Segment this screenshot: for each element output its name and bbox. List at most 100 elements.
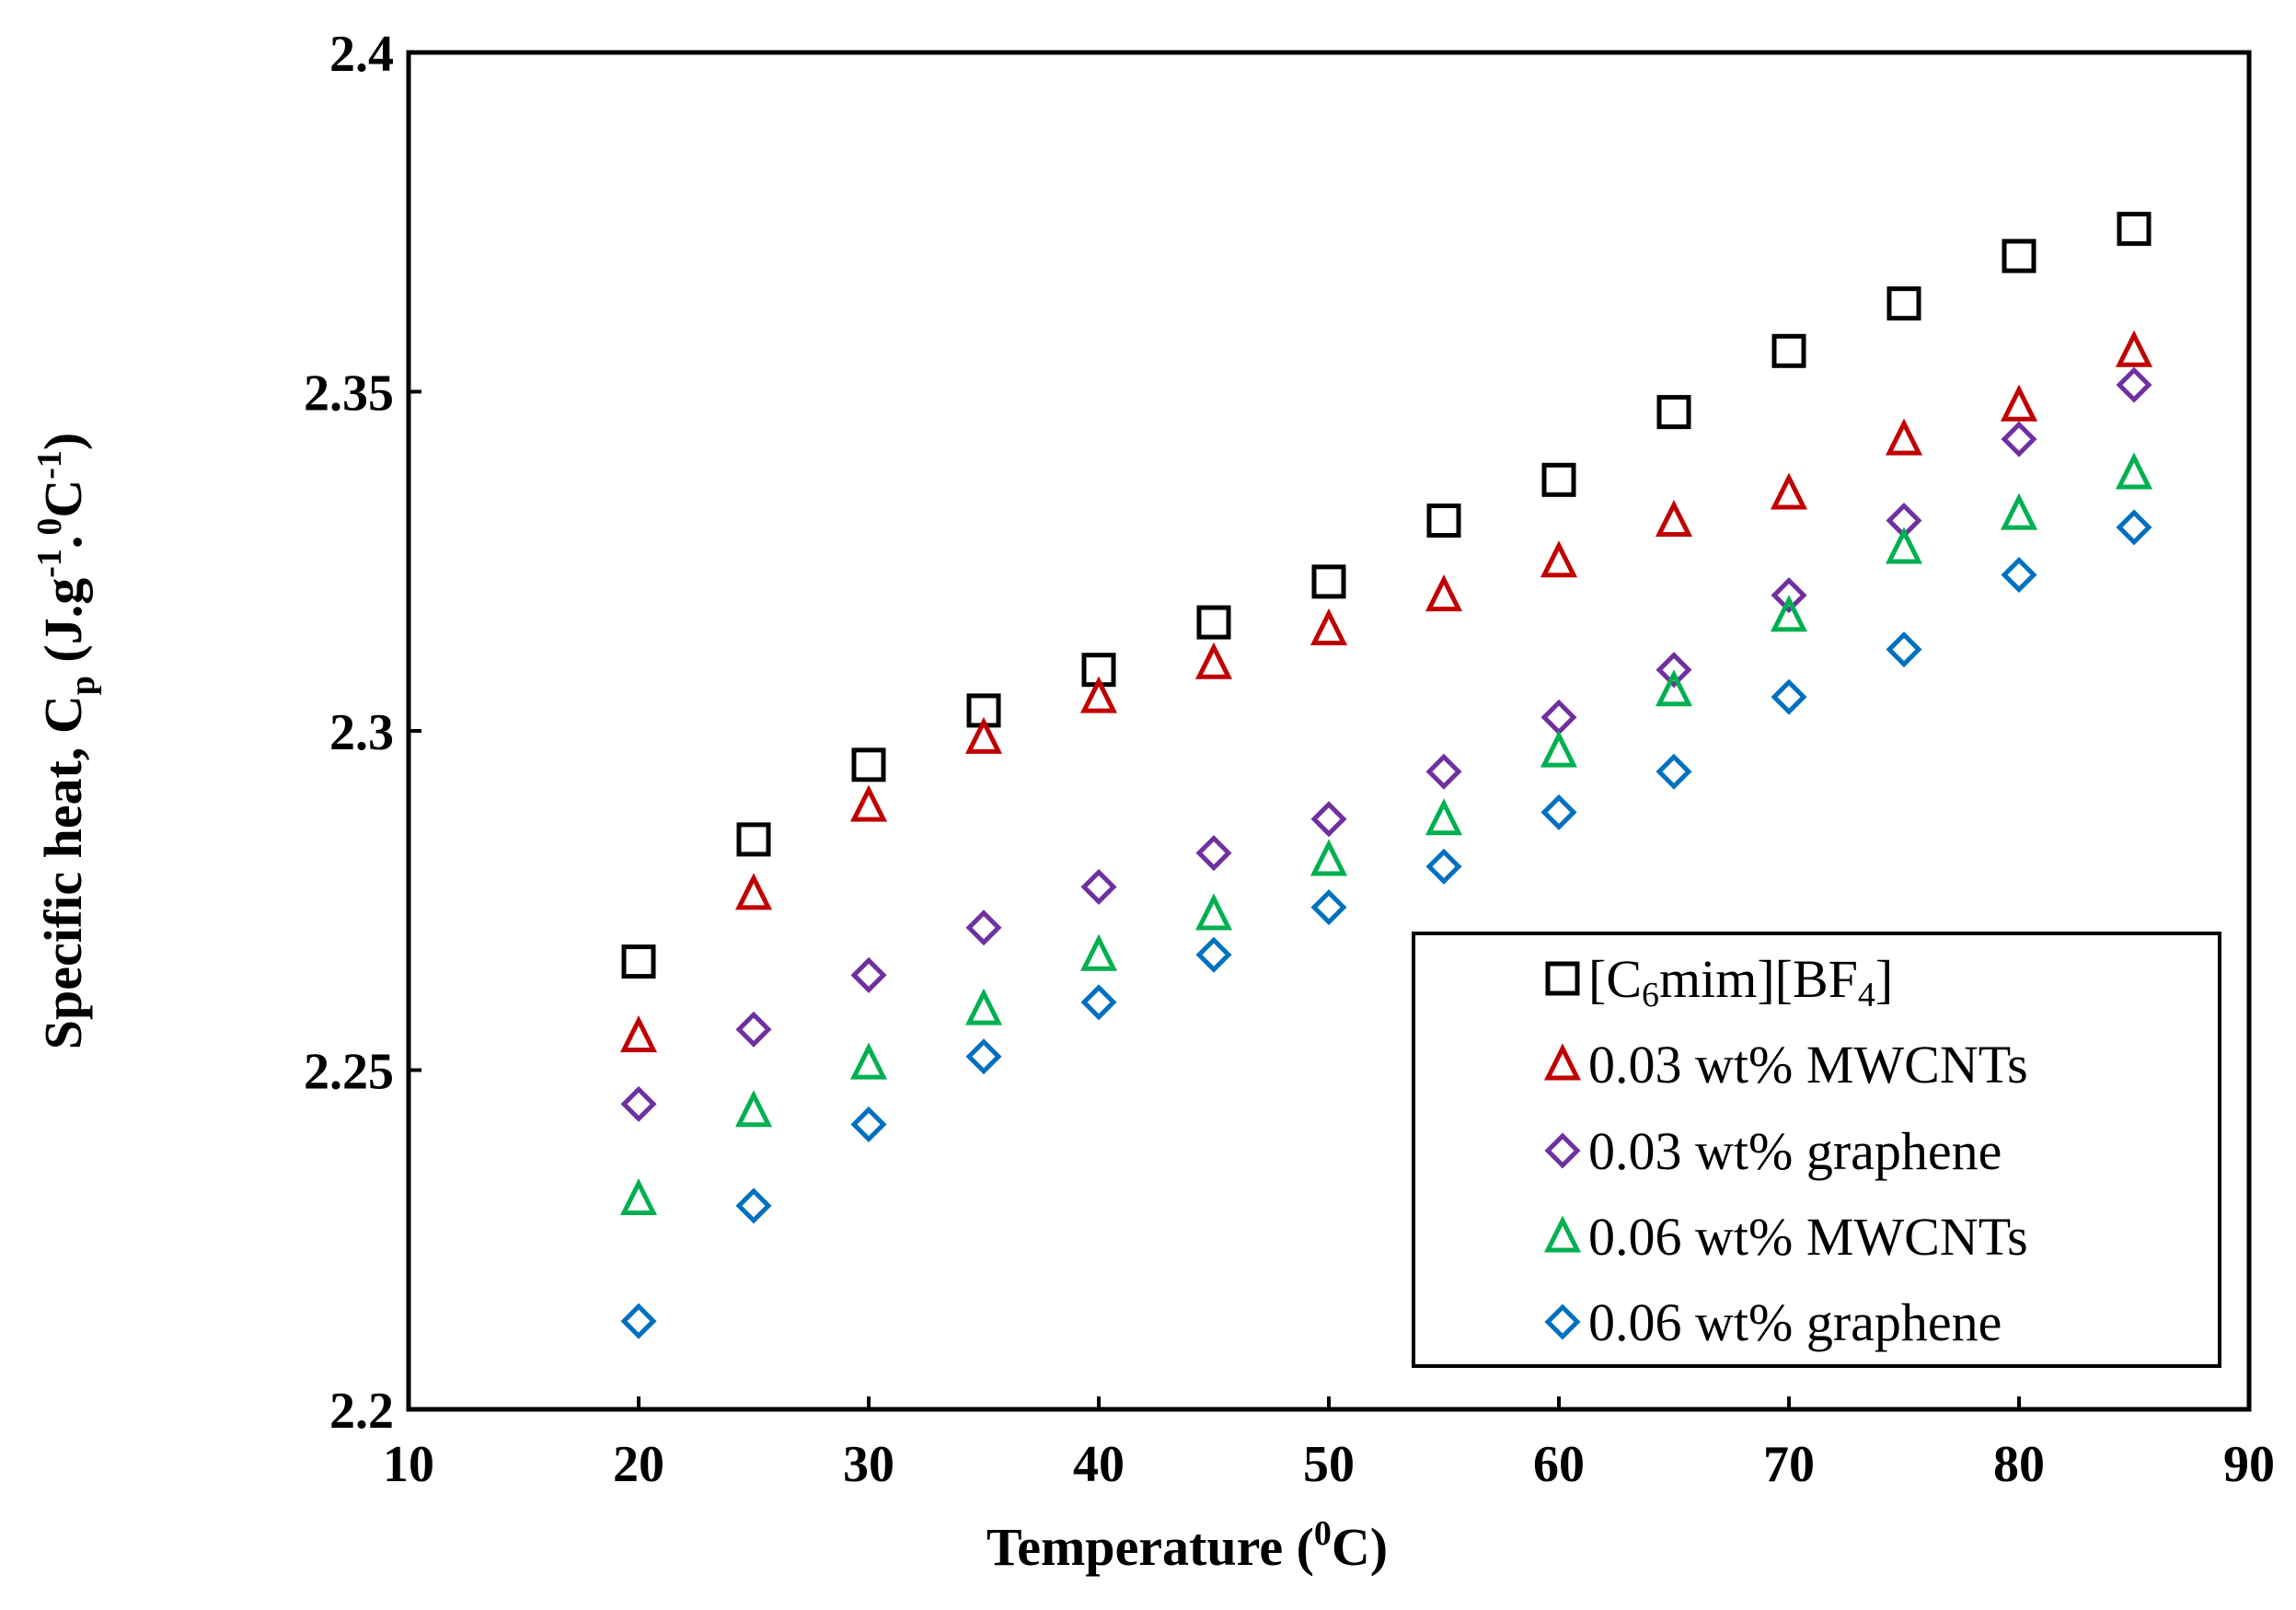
x-tick-label: 80: [1993, 1436, 2045, 1493]
legend-label-c6mim-bf4: [C6mim][BF4]: [1588, 949, 1893, 1014]
data-point-triangle: [619, 1177, 658, 1216]
legend-marker-diamond: [1544, 1132, 1581, 1169]
y-tick-label: 2.2: [329, 1383, 394, 1440]
y-axis-title-close: ): [33, 433, 93, 450]
data-point-diamond: [850, 1106, 887, 1142]
x-tick-label: 20: [613, 1436, 664, 1493]
data-point-triangle: [1079, 933, 1118, 971]
y-axis-title-sub: p: [63, 676, 102, 695]
y-axis-title-unit-open: (J.g: [33, 578, 93, 676]
data-point-triangle: [619, 1015, 658, 1053]
data-point-triangle: [1540, 540, 1578, 578]
legend-label-sub-2: 4: [1858, 976, 1875, 1014]
x-axis-title: Temperature (0C): [986, 1514, 1388, 1577]
data-point-square: [2117, 212, 2152, 247]
data-point-diamond: [2116, 366, 2152, 403]
legend-label-003-mwcnts: 0.03 wt% MWCNTs: [1588, 1035, 2028, 1095]
legend-markers: [1543, 961, 1582, 1340]
data-point-square: [1771, 333, 1806, 368]
y-tick-label: 2.35: [304, 365, 394, 423]
x-tick-label: 70: [1763, 1436, 1815, 1493]
legend-label-part-1: [C: [1588, 949, 1642, 1009]
data-point-triangle: [1425, 798, 1463, 836]
data-point-diamond: [1425, 753, 1462, 790]
y-axis-title-dot: .: [33, 536, 93, 550]
y-axis-title-unit-c: C: [33, 480, 93, 518]
data-point-square: [851, 747, 886, 782]
data-point-diamond: [965, 1038, 1002, 1075]
x-tick-label: 50: [1303, 1436, 1355, 1493]
data-point-square: [2002, 238, 2036, 273]
data-point-triangle: [734, 873, 773, 910]
data-point-square: [1541, 462, 1576, 497]
series-4: [620, 509, 2152, 1339]
x-tick-label: 10: [383, 1436, 434, 1493]
data-point-triangle: [1885, 418, 1923, 456]
legend-label-003-graphene: 0.03 wt% graphene: [1588, 1121, 2002, 1181]
data-point-diamond: [1540, 793, 1577, 830]
x-tick-label: 40: [1073, 1436, 1125, 1493]
data-point-triangle: [1770, 595, 1808, 632]
data-point-square: [1426, 504, 1461, 539]
data-point-diamond: [1771, 577, 1807, 614]
data-point-diamond: [1656, 652, 1692, 689]
data-point-diamond: [1195, 936, 1232, 973]
legend-marker-triangle: [1543, 1215, 1582, 1253]
data-point-diamond: [1080, 984, 1117, 1021]
y-tick-label: 2.25: [304, 1044, 394, 1101]
data-point-square: [1311, 564, 1346, 599]
data-point-square: [1656, 395, 1691, 430]
x-axis-title-main: Temperature (: [986, 1517, 1314, 1577]
data-point-square: [1196, 605, 1231, 640]
axis-ticks: 10 20 30 40 50 60 70 80 90 2.2 2.25 2.3 2.35 2.4: [304, 26, 2275, 1493]
data-point-diamond: [1310, 889, 1347, 926]
data-point-triangle: [1194, 893, 1233, 931]
data-point-diamond: [735, 1187, 772, 1224]
data-point-square: [736, 822, 771, 857]
series-1: [619, 330, 2153, 1053]
x-axis-title-sup: 0: [1314, 1514, 1332, 1553]
data-point-diamond: [735, 1011, 772, 1048]
data-point-diamond: [965, 909, 1002, 946]
data-point-diamond: [2116, 509, 2152, 546]
data-point-diamond: [620, 1085, 657, 1122]
data-point-diamond: [1310, 801, 1347, 838]
legend-label-sub-1: 6: [1642, 976, 1659, 1014]
y-axis-title-prefix: Specific heat, C: [33, 695, 93, 1049]
data-point-triangle: [1540, 730, 1578, 768]
data-point-triangle: [964, 988, 1003, 1025]
data-point-triangle: [2115, 452, 2153, 490]
legend-marker-triangle: [1543, 1043, 1582, 1081]
y-axis-title-sup1: -1: [30, 549, 69, 578]
legend-label-part-3: ]: [1875, 949, 1893, 1009]
data-point-triangle: [849, 1042, 888, 1080]
data-point-triangle: [2000, 384, 2038, 422]
data-point-diamond: [1540, 699, 1577, 736]
data-point-triangle: [2000, 492, 2038, 530]
data-point-square: [1886, 286, 1921, 321]
series-3: [619, 452, 2153, 1216]
data-point-triangle: [734, 1090, 773, 1128]
data-point-triangle: [1655, 669, 1693, 707]
data-point-diamond: [1425, 848, 1462, 885]
legend-label-006-mwcnts: 0.06 wt% MWCNTs: [1588, 1207, 2028, 1267]
legend-marker-square: [1545, 961, 1580, 996]
y-axis-title-sup3: -1: [30, 450, 69, 480]
legend: [C6mim][BF4] 0.03 wt% MWCNTs 0.03 wt% gr…: [1412, 932, 2221, 1368]
data-point-diamond: [850, 956, 887, 993]
data-point-diamond: [1656, 753, 1692, 790]
x-tick-label: 90: [2223, 1436, 2275, 1493]
series-2: [620, 366, 2152, 1122]
data-point-triangle: [849, 784, 888, 822]
data-point-diamond: [2001, 421, 2037, 458]
legend-marker-diamond: [1544, 1303, 1581, 1340]
data-point-diamond: [620, 1303, 657, 1339]
data-point-triangle: [1770, 472, 1808, 510]
data-point-diamond: [1195, 835, 1232, 872]
data-point-triangle: [1885, 527, 1923, 564]
y-tick-label: 2.4: [329, 26, 394, 83]
series-0: [621, 212, 2152, 979]
x-tick-label: 60: [1533, 1436, 1585, 1493]
legend-label-006-graphene: 0.06 wt% graphene: [1588, 1292, 2002, 1352]
